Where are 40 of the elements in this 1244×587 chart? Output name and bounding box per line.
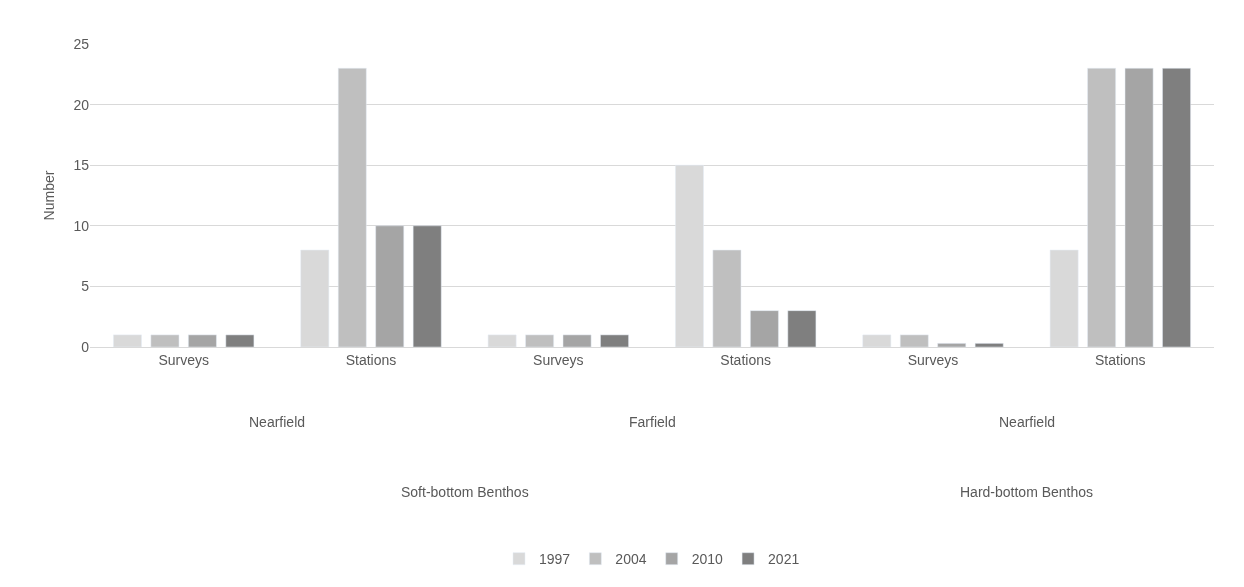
text: Hard-bottom Benthos: [960, 484, 1094, 500]
y-tick-label: 0: [81, 338, 90, 355]
bar: [1087, 67, 1116, 347]
text: Farfield: [629, 414, 676, 430]
y-tick-label: 15: [73, 157, 90, 174]
x-tick-label: Surveys: [907, 351, 959, 368]
bar: [337, 67, 367, 347]
legend-label: 2021: [768, 551, 800, 568]
x-tick-label: Surveys: [533, 351, 584, 368]
text: Nearfield: [249, 414, 306, 430]
bar: [974, 343, 1004, 347]
text: Soft-bottom Benthos: [401, 484, 529, 500]
x-tick-label: Stations: [345, 351, 397, 368]
bar: [412, 225, 442, 347]
y-tick-label: 5: [81, 278, 90, 295]
bar: [750, 310, 779, 347]
text: Nearfield: [999, 414, 1056, 430]
x-tick-label: Stations: [720, 351, 771, 368]
bar: [375, 225, 405, 347]
bar: [899, 334, 929, 347]
bar: [562, 334, 592, 347]
y-tick-label: 25: [73, 35, 90, 52]
legend-label: 2010: [691, 551, 724, 568]
legend-label: 1997: [539, 551, 571, 568]
bar: [600, 334, 629, 347]
bar: [1162, 67, 1191, 347]
y-tick-label: 10: [73, 217, 90, 234]
x-tick-label: Stations: [1095, 351, 1146, 368]
bar: [1124, 67, 1154, 347]
legend-label: 2004: [615, 551, 647, 568]
y-tick-label: 20: [73, 96, 90, 113]
x-tick-label: Surveys: [158, 351, 209, 368]
bar: [225, 334, 255, 347]
bar: [712, 249, 742, 347]
bar: [150, 334, 180, 347]
bar: [787, 310, 817, 347]
y-axis-title: Number: [41, 170, 58, 221]
bar: [525, 334, 554, 347]
bar: [937, 343, 967, 347]
bar: [188, 334, 217, 347]
